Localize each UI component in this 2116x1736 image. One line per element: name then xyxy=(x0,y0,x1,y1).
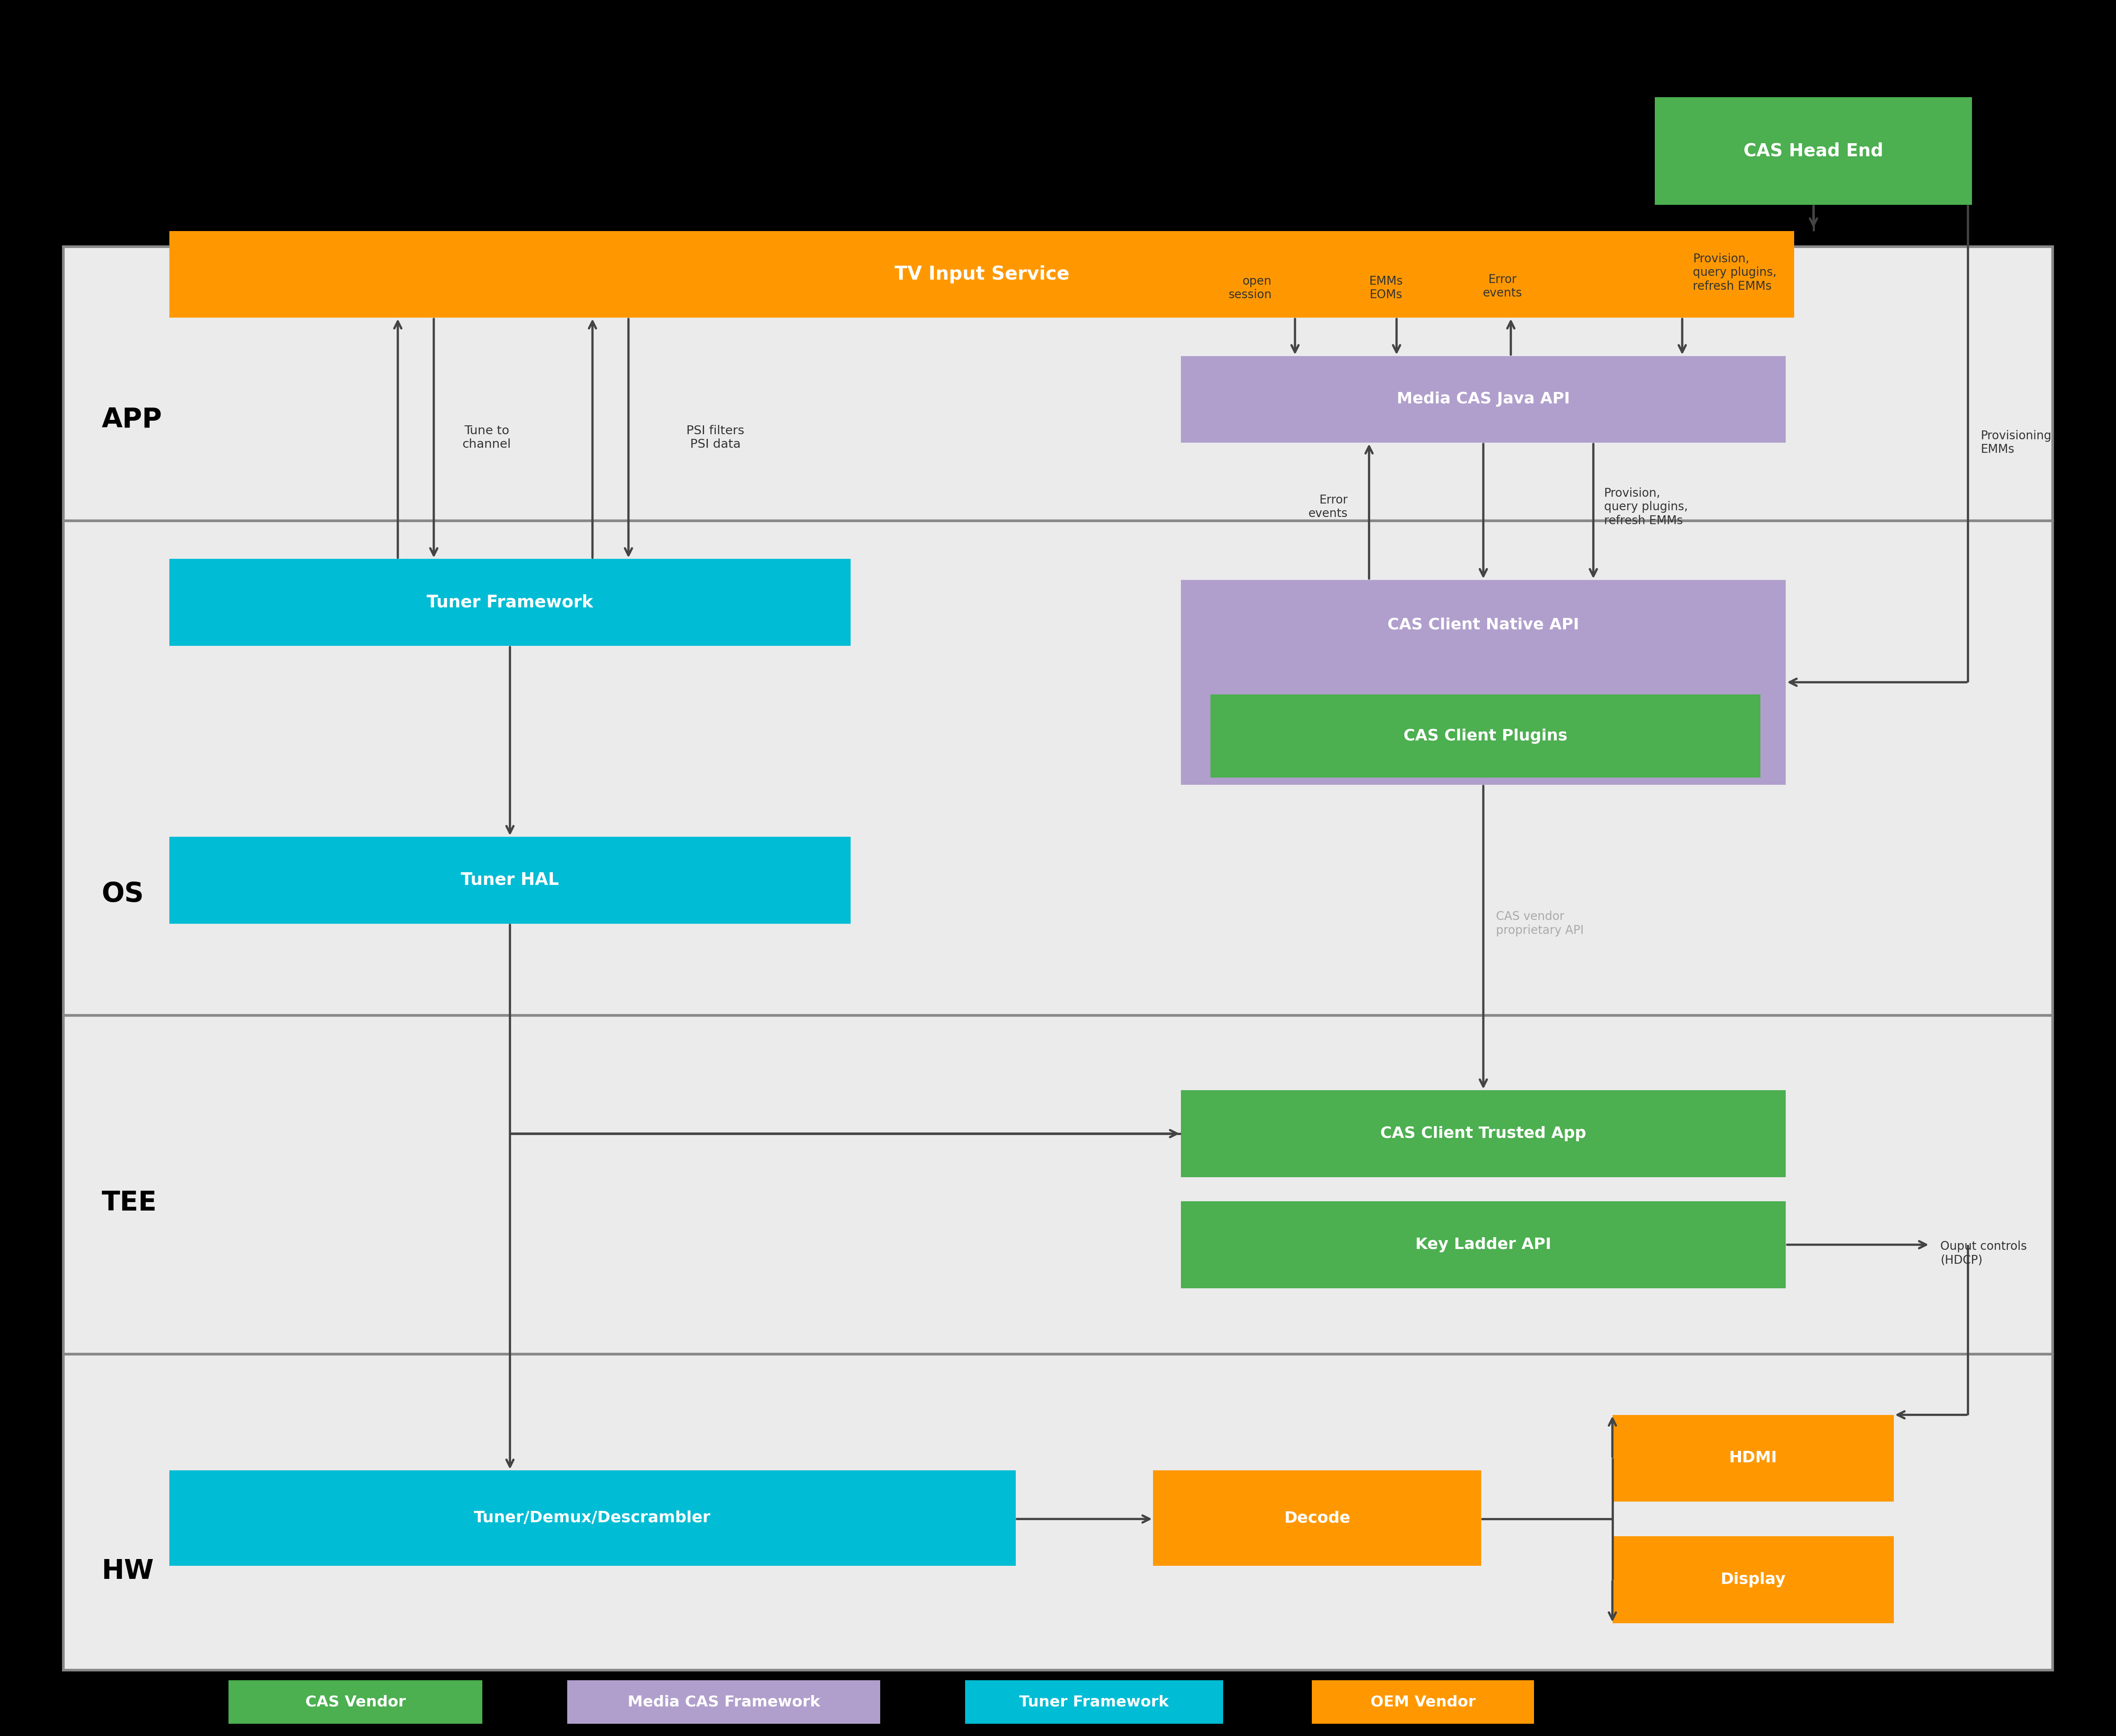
Text: Provisioning
EMMs: Provisioning EMMs xyxy=(1981,431,2053,455)
Text: CAS Client Trusted App: CAS Client Trusted App xyxy=(1380,1127,1587,1141)
FancyBboxPatch shape xyxy=(1181,1090,1786,1177)
FancyBboxPatch shape xyxy=(63,1016,2053,1354)
FancyBboxPatch shape xyxy=(63,247,2053,521)
FancyBboxPatch shape xyxy=(1181,356,1786,443)
Text: Provision,
query plugins,
refresh EMMs: Provision, query plugins, refresh EMMs xyxy=(1693,253,1777,292)
Text: TEE: TEE xyxy=(102,1189,157,1217)
Text: Tuner Framework: Tuner Framework xyxy=(427,594,592,611)
FancyBboxPatch shape xyxy=(169,837,851,924)
Text: CAS Client Native API: CAS Client Native API xyxy=(1388,618,1579,632)
Text: HW: HW xyxy=(102,1557,154,1585)
FancyBboxPatch shape xyxy=(1612,1415,1894,1502)
FancyBboxPatch shape xyxy=(567,1680,880,1724)
Text: CAS Head End: CAS Head End xyxy=(1744,142,1883,160)
FancyBboxPatch shape xyxy=(1612,1536,1894,1623)
Text: TV Input Service: TV Input Service xyxy=(895,266,1069,283)
FancyBboxPatch shape xyxy=(1655,97,1972,205)
Text: EMMs
EOMs: EMMs EOMs xyxy=(1369,276,1403,300)
Text: Tuner/Demux/Descrambler: Tuner/Demux/Descrambler xyxy=(474,1510,711,1526)
Text: Decode: Decode xyxy=(1284,1510,1350,1526)
FancyBboxPatch shape xyxy=(1181,580,1786,785)
Text: CAS vendor
proprietary API: CAS vendor proprietary API xyxy=(1496,911,1583,936)
Text: Error
events: Error events xyxy=(1308,495,1348,519)
Text: Key Ladder API: Key Ladder API xyxy=(1416,1238,1551,1252)
Text: Media CAS Java API: Media CAS Java API xyxy=(1397,392,1570,406)
FancyBboxPatch shape xyxy=(965,1680,1223,1724)
Text: PSI filters
PSI data: PSI filters PSI data xyxy=(686,425,745,450)
FancyBboxPatch shape xyxy=(1312,1680,1534,1724)
Text: HDMI: HDMI xyxy=(1729,1451,1777,1465)
FancyBboxPatch shape xyxy=(169,1470,1016,1566)
FancyBboxPatch shape xyxy=(169,559,851,646)
Text: OS: OS xyxy=(102,880,144,908)
Text: Error
events: Error events xyxy=(1483,274,1521,299)
Text: Media CAS Framework: Media CAS Framework xyxy=(628,1694,819,1710)
Text: Provision,
query plugins,
refresh EMMs: Provision, query plugins, refresh EMMs xyxy=(1604,488,1689,526)
FancyBboxPatch shape xyxy=(169,231,1794,318)
FancyBboxPatch shape xyxy=(229,1680,482,1724)
FancyBboxPatch shape xyxy=(1153,1470,1481,1566)
Text: OEM Vendor: OEM Vendor xyxy=(1371,1694,1475,1710)
FancyBboxPatch shape xyxy=(63,1354,2053,1670)
Text: APP: APP xyxy=(102,406,163,434)
Text: CAS Vendor: CAS Vendor xyxy=(305,1694,406,1710)
FancyBboxPatch shape xyxy=(1210,694,1761,778)
Text: Tuner Framework: Tuner Framework xyxy=(1020,1694,1168,1710)
Text: Tune to
channel: Tune to channel xyxy=(461,425,512,450)
Text: open
session: open session xyxy=(1227,276,1272,300)
Text: Ouput controls
(HDCP): Ouput controls (HDCP) xyxy=(1940,1241,2027,1266)
Text: Tuner HAL: Tuner HAL xyxy=(461,871,559,889)
Text: Display: Display xyxy=(1720,1573,1786,1587)
Text: CAS Client Plugins: CAS Client Plugins xyxy=(1403,729,1568,743)
FancyBboxPatch shape xyxy=(63,521,2053,1016)
FancyBboxPatch shape xyxy=(1181,1201,1786,1288)
